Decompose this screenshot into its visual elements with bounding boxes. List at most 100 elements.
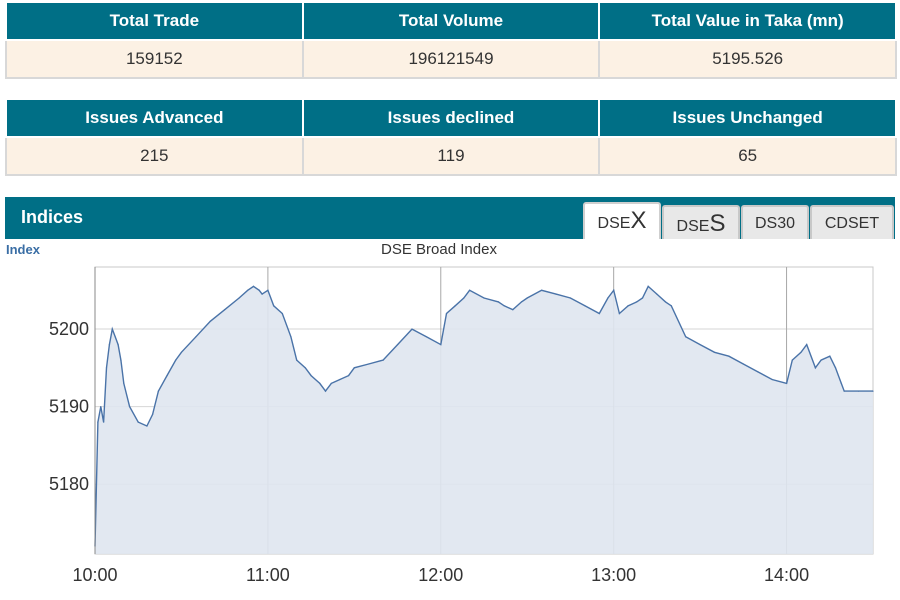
data-point [324, 390, 327, 392]
data-point [520, 301, 523, 303]
header-total-trade: Total Trade [5, 1, 304, 41]
header-issues-advanced: Issues Advanced [5, 98, 304, 138]
trade-summary-table: Total Trade Total Volume Total Value in … [5, 1, 897, 79]
data-point [607, 297, 609, 299]
data-point [97, 421, 99, 423]
x-tick-label: 13:00 [591, 565, 636, 585]
tab-ds30-label: DS30 [754, 215, 796, 232]
data-point [440, 343, 442, 346]
data-point [791, 359, 793, 361]
data-point [120, 359, 122, 361]
data-point [526, 297, 528, 299]
data-point [483, 297, 485, 299]
data-point [128, 406, 131, 408]
tab-cdset[interactable]: CDSET [810, 205, 894, 241]
data-point [872, 390, 874, 392]
data-point [814, 367, 816, 369]
data-point [569, 297, 572, 299]
data-point [541, 289, 543, 291]
data-point [152, 413, 154, 415]
tab-dsex-prefix: DSE [597, 215, 631, 232]
data-point [636, 301, 638, 303]
y-tick-label: 5200 [49, 319, 89, 339]
data-point [829, 355, 831, 357]
data-point [627, 305, 629, 307]
data-point [411, 328, 413, 330]
data-point [166, 374, 168, 377]
value-issues-unchanged: 65 [598, 136, 897, 176]
data-point [771, 378, 773, 381]
x-tick-label: 12:00 [418, 565, 463, 585]
data-point [267, 289, 269, 291]
data-point [664, 301, 667, 303]
data-point [806, 343, 808, 346]
data-point [598, 312, 600, 315]
header-issues-unchanged: Issues Unchanged [598, 98, 897, 138]
data-point [100, 406, 102, 408]
data-point [209, 320, 211, 322]
tab-dses-suffix: S [709, 210, 726, 237]
data-point [195, 336, 197, 338]
data-point [800, 351, 802, 353]
data-point [330, 382, 332, 384]
x-tick-label: 10:00 [72, 565, 117, 585]
data-point [157, 390, 159, 392]
data-point [670, 305, 672, 307]
data-point [117, 343, 119, 346]
data-point [641, 297, 644, 299]
data-point [742, 363, 744, 365]
tab-dses-prefix: DSE [676, 218, 710, 235]
data-point [238, 297, 240, 299]
value-total-value: 5195.526 [598, 39, 897, 79]
data-point [843, 390, 845, 392]
data-point [699, 343, 701, 346]
data-point [857, 390, 860, 392]
data-point [224, 309, 226, 311]
data-point [454, 305, 456, 307]
data-point [137, 421, 139, 423]
x-tick-label: 11:00 [246, 565, 290, 585]
data-point [273, 305, 275, 307]
x-tick-label: 14:00 [764, 565, 809, 585]
data-point [304, 367, 306, 369]
data-point [114, 336, 116, 338]
data-point [339, 378, 341, 381]
data-point [840, 382, 842, 384]
issues-summary-table: Issues Advanced Issues declined Issues U… [5, 98, 897, 176]
value-issues-declined: 119 [301, 136, 601, 176]
data-point [685, 336, 687, 338]
data-point [618, 312, 621, 315]
data-point [396, 343, 399, 346]
tab-cdset-label: CDSET [824, 215, 880, 232]
data-point [180, 351, 183, 353]
data-point [656, 293, 658, 295]
data-point [382, 359, 384, 361]
data-point [347, 374, 350, 377]
data-point [368, 363, 370, 365]
data-point [252, 285, 255, 287]
header-total-value: Total Value in Taka (mn) [598, 1, 897, 41]
data-point [468, 289, 471, 291]
series-area [95, 286, 873, 554]
y-tick-label: 5190 [49, 397, 89, 417]
tab-dsex[interactable]: DSEX [583, 202, 661, 244]
index-chart: 5180 5190 5200 10:00 11:00 12:00 13:00 14:00 DSE… [5, 239, 895, 592]
header-total-volume: Total Volume [301, 1, 601, 41]
tab-dses[interactable]: DSES [662, 205, 740, 241]
data-point [425, 336, 427, 338]
y-axis-label: Index [6, 242, 41, 257]
value-total-trade: 159152 [5, 39, 304, 79]
data-point [728, 355, 730, 357]
data-point [497, 301, 500, 303]
indices-title: Indices [21, 207, 84, 227]
data-point [123, 382, 125, 384]
header-issues-declined: Issues declined [301, 98, 601, 138]
data-point [281, 312, 283, 315]
data-point [503, 305, 505, 307]
indices-panel: Indices DSEX DSES DS30 CDSET 5180 5190 520… [5, 197, 895, 592]
tab-ds30[interactable]: DS30 [741, 205, 809, 241]
data-point [111, 328, 113, 330]
data-point [353, 367, 355, 369]
value-total-volume: 196121549 [301, 39, 601, 79]
data-point [584, 305, 586, 307]
